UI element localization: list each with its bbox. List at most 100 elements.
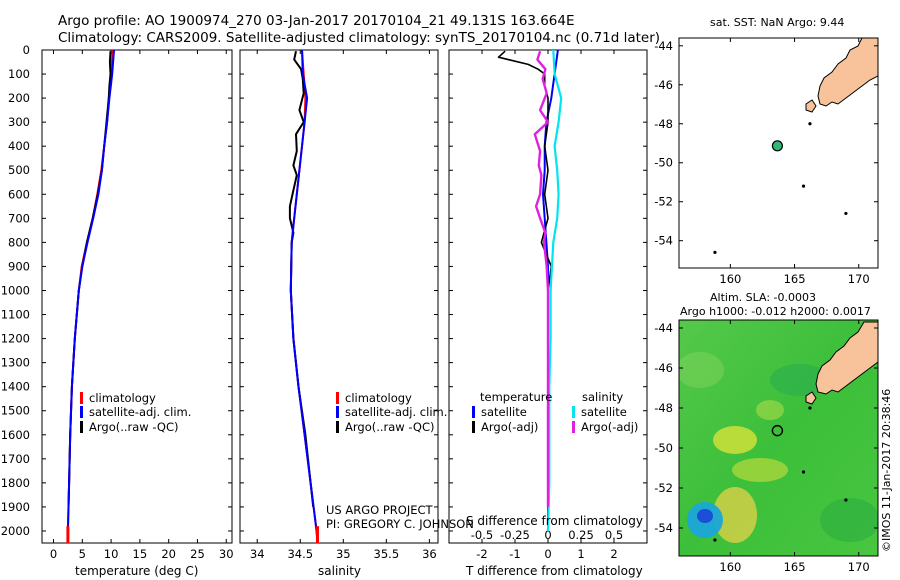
sla-map-ytick-label: -48	[654, 401, 673, 415]
legend-sal-argo: Argo(..raw -QC)	[336, 421, 435, 434]
xtick-label: 0	[544, 547, 551, 561]
legend-swatch-blue	[80, 406, 83, 418]
xtick-label: -2	[476, 547, 487, 561]
xtick-label: 0	[50, 547, 57, 561]
xtick2-label: 0.5	[605, 528, 623, 542]
sla-island-marker	[713, 538, 717, 542]
ytick-label: 500	[8, 163, 30, 177]
xtick-label: 30	[219, 547, 234, 561]
ytick-label: 2000	[1, 524, 30, 538]
legend-sal-satellite: satellite-adj. clim.	[336, 406, 447, 419]
ytick-label: 1600	[1, 428, 30, 442]
ytick-label: 1300	[1, 356, 30, 370]
sla-map-ytick-label: -50	[654, 441, 673, 455]
ytick-label: 0	[23, 43, 30, 57]
legend-diff-s-satellite: satellite	[572, 406, 627, 419]
xtick-label: 5	[79, 547, 86, 561]
pi-label: PI: GREGORY C. JOHNSON	[326, 517, 474, 531]
project-label: US ARGO PROJECT	[326, 503, 433, 517]
sst-land-south-island	[817, 38, 878, 107]
sla-map-frame	[678, 319, 879, 557]
legend-diff-s-argo: Argo(-adj)	[572, 421, 638, 434]
xtick2-label: -0.25	[500, 528, 530, 542]
xtick-label: 20	[161, 547, 176, 561]
ytick-label: 600	[8, 187, 30, 201]
xtick-label: 1	[577, 547, 584, 561]
sst-island-marker	[713, 250, 717, 255]
series-temperature-argo	[67, 51, 112, 507]
sla-map-ytick-label: -44	[654, 321, 673, 335]
sla-map-ytick-label: -46	[654, 361, 673, 375]
climatology-title: Climatology: CARS2009. Satellite-adjuste…	[58, 30, 661, 46]
sla-map-ytick-label: -52	[654, 481, 673, 495]
sst-island-marker	[808, 122, 812, 126]
ytick-label: 800	[8, 235, 30, 249]
legend-swatch-magenta	[572, 421, 575, 433]
ytick-label: 1100	[1, 308, 30, 322]
imos-credit: ©IMOS 11-Jan-2017 20:38:46	[880, 388, 893, 552]
ytick-label: 1400	[1, 380, 30, 394]
sst-map-ytick-label: -54	[654, 234, 673, 248]
profile-title: Argo profile: AO 1900974_270 03-Jan-2017…	[58, 13, 575, 29]
plot-frame-salinity	[239, 49, 439, 544]
sla-map-title-1: Altim. SLA: -0.0003	[710, 291, 817, 304]
diff-xlabel2: S difference from climatology	[466, 514, 643, 528]
series-salinity-argo	[288, 50, 315, 508]
series-diff-t-argo	[497, 50, 553, 507]
legend-swatch-red	[336, 392, 339, 404]
xtick-label: 34	[250, 547, 265, 561]
temp-xlabel: temperature (deg C)	[75, 564, 199, 578]
xtick2-label: 0	[544, 528, 551, 542]
ytick-label: 300	[8, 115, 30, 129]
legend-diff-salinity-title: salinity	[582, 390, 624, 404]
sla-island-marker	[808, 406, 812, 410]
ytick-label: 1700	[1, 452, 30, 466]
sst-island-marker	[844, 211, 848, 216]
xtick-label: 15	[133, 547, 148, 561]
legend-diff-temperature-title: temperature	[480, 390, 553, 404]
sla-map-xtick-label: 170	[848, 560, 870, 574]
sla-map-xtick-label: 160	[719, 560, 741, 574]
sst-map-xtick-label: 160	[719, 272, 741, 286]
plot-frame-temperature	[41, 49, 233, 544]
sst-land-stewart-island	[805, 99, 817, 113]
ytick-label: 1800	[1, 476, 30, 490]
xtick-label: -1	[509, 547, 520, 561]
xtick-label: 35.5	[374, 547, 400, 561]
legend-swatch-red	[80, 392, 83, 404]
legend-swatch-black	[336, 421, 339, 433]
sla-land-south-island	[815, 321, 878, 395]
sal-xlabel: salinity	[318, 564, 362, 578]
legend-swatch-cyan	[572, 406, 575, 418]
series-diff-s-satellite	[546, 49, 563, 532]
xtick-label: 10	[104, 547, 119, 561]
sla-island-marker	[844, 498, 848, 502]
legend-swatch-blue	[336, 406, 339, 418]
legend-diff-t-satellite: satellite	[472, 406, 527, 419]
ytick-label: 1900	[1, 500, 30, 514]
legend-temp-argo: Argo(..raw -QC)	[80, 421, 179, 434]
sst-map-title: sat. SST: NaN Argo: 9.44	[710, 16, 845, 29]
ytick-label: 700	[8, 211, 30, 225]
sst-map-ytick-label: -50	[654, 156, 673, 170]
sla-argo-marker	[771, 424, 784, 437]
sla-map-xtick-label: 165	[784, 560, 806, 574]
sst-map-ytick-label: -46	[654, 78, 673, 92]
diff-xlabel: T difference from climatology	[466, 564, 643, 578]
ytick-label: 1500	[1, 404, 30, 418]
legend-temp-satellite: satellite-adj. clim.	[80, 406, 191, 419]
ytick-label: 200	[8, 91, 30, 105]
sst-island-marker	[801, 184, 806, 188]
xtick-label: 25	[190, 547, 205, 561]
sst-map-ytick-label: -52	[654, 195, 673, 209]
legend-sal-climatology: climatology	[336, 392, 412, 405]
ytick-label: 900	[8, 259, 30, 273]
sla-map-title-2: Argo h1000: -0.012 h2000: 0.0017	[680, 305, 871, 318]
legend-temp-climatology: climatology	[80, 392, 156, 405]
legend-diff-t-argo: Argo(-adj)	[472, 421, 538, 434]
ytick-label: 1200	[1, 332, 30, 346]
ytick-label: 1000	[1, 283, 30, 297]
series-temperature-satellite	[66, 49, 115, 543]
xtick-label: 35	[336, 547, 351, 561]
